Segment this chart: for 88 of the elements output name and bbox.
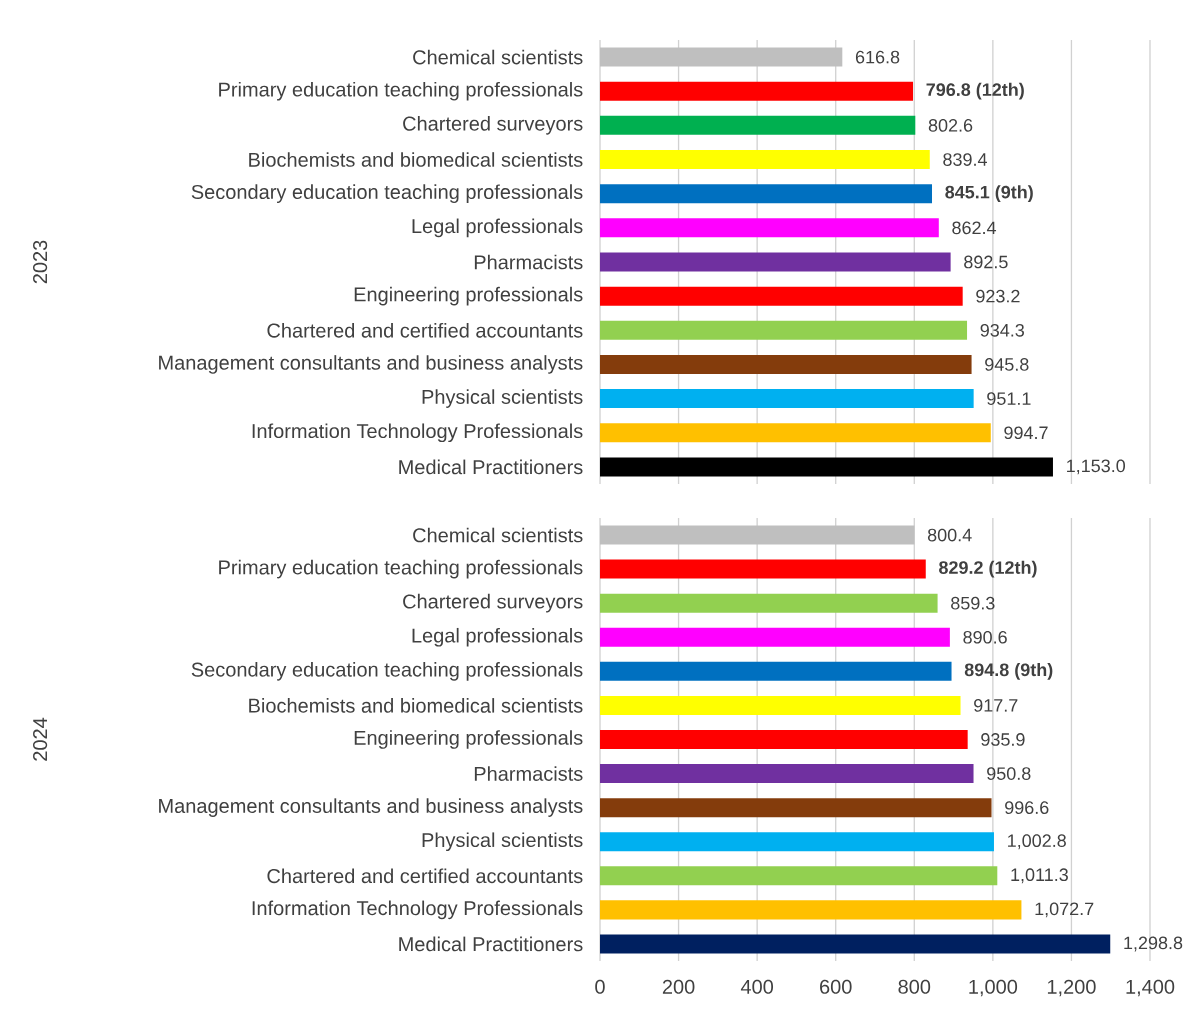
bar [600, 764, 974, 784]
data-label: 1,153.0 [1067, 459, 1126, 475]
bar [600, 729, 968, 749]
data-label: 1,002.8 [1008, 834, 1066, 850]
bar [600, 661, 952, 681]
x-tick-label: 1,400 [1126, 979, 1175, 997]
data-label: 616.8 [855, 50, 900, 64]
bar [600, 593, 938, 613]
y-tick-label: Legal professionals [412, 627, 583, 647]
data-label: 1,011.3 [1011, 868, 1068, 884]
bar [600, 866, 998, 886]
x-tick-label: 800 [898, 979, 931, 994]
data-label: 800.4 [927, 528, 972, 542]
bar [600, 934, 1111, 954]
y-tick-label: Legal professionals [412, 218, 583, 238]
data-label: 935.9 [981, 733, 1025, 746]
bar [600, 423, 991, 443]
y-tick-label: Information Technology Professionals [252, 423, 583, 443]
y-tick-label: Management consultants and business analysts [159, 798, 583, 817]
y-tick-label: Engineering professionals [354, 730, 583, 749]
y-tick-label: Chemical scientists [413, 49, 583, 65]
x-tick-label: 200 [662, 979, 695, 994]
y-tick-label: Secondary education teaching professionals [191, 184, 583, 203]
bar [600, 832, 994, 852]
bar [600, 900, 1022, 920]
bar [600, 184, 933, 204]
data-label: 892.5 [964, 255, 1008, 269]
y-tick-label: Engineering professionals [354, 286, 583, 306]
data-label: 894.8 (9th) [964, 662, 1053, 680]
bar [600, 389, 974, 409]
y-tick-label: Chartered surveyors [403, 116, 583, 135]
data-label: 934.3 [980, 323, 1025, 337]
bar [600, 286, 963, 306]
data-label: 859.3 [951, 596, 995, 610]
x-tick-label: 1,200 [1047, 979, 1096, 997]
bar [600, 627, 950, 647]
y-tick-label: Biochemists and biomedical scientists [249, 152, 583, 167]
bar [600, 525, 915, 545]
data-label: 796.8 (12th) [926, 82, 1024, 100]
y-tick-label: Physical scientists [422, 389, 583, 408]
y-axis-title: 2023 [33, 240, 48, 284]
y-tick-label: Medical Practitioners [399, 459, 583, 475]
data-label: 802.6 [928, 119, 973, 132]
data-label: 1,072.7 [1035, 902, 1094, 918]
data-label: 862.4 [952, 221, 997, 235]
data-label: 1,298.8 [1124, 936, 1183, 952]
y-tick-label: Medical Practitioners [399, 936, 583, 952]
y-tick-label: Primary education teaching professionals [219, 559, 583, 579]
bar [600, 252, 951, 272]
data-label: 890.6 [963, 630, 1007, 644]
data-label: 950.8 [987, 767, 1031, 780]
data-label: 994.7 [1004, 426, 1048, 440]
bar [600, 218, 939, 238]
y-tick-label: Management consultants and business analysts [159, 355, 583, 374]
y-tick-label: Pharmacists [474, 254, 583, 270]
bar [600, 47, 843, 67]
data-label: 923.2 [976, 289, 1020, 303]
y-tick-label: Biochemists and biomedical scientists [249, 698, 583, 713]
y-tick-label: Primary education teaching professionals [219, 81, 583, 101]
y-tick-label: Chartered surveyors [403, 593, 583, 613]
bar [600, 150, 930, 170]
y-tick-label: Chartered and certified accountants [267, 868, 583, 884]
bar [600, 559, 926, 579]
y-tick-label: Secondary education teaching professionals [191, 662, 583, 681]
data-label: 996.6 [1005, 801, 1049, 815]
data-label: 839.4 [943, 153, 987, 166]
y-tick-label: Physical scientists [422, 832, 583, 852]
data-label: 917.7 [974, 699, 1018, 712]
bar [600, 457, 1053, 477]
x-tick-label: 1,000 [969, 979, 1018, 997]
bar [600, 798, 992, 818]
y-axis-title: 2024 [33, 717, 48, 761]
y-tick-label: Pharmacists [474, 766, 583, 781]
x-tick-label: 600 [820, 979, 852, 994]
data-label: 829.2 (12th) [939, 560, 1037, 578]
data-label: 945.8 [985, 358, 1029, 371]
data-label: 951.1 [987, 392, 1031, 405]
bar [600, 81, 914, 101]
bar [600, 115, 916, 135]
x-tick-label: 400 [740, 979, 774, 994]
bar [600, 695, 961, 715]
y-tick-label: Information Technology Professionals [252, 900, 583, 920]
data-label: 845.1 (9th) [945, 185, 1033, 203]
y-tick-label: Chemical scientists [413, 527, 583, 543]
bar [600, 320, 968, 340]
x-tick-label: 0 [595, 979, 605, 994]
y-tick-label: Chartered and certified accountants [267, 322, 583, 338]
bar [600, 354, 972, 374]
